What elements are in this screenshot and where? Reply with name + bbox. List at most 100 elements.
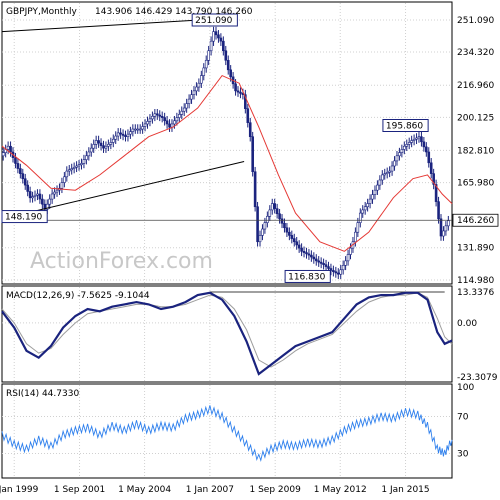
candle-body bbox=[442, 230, 445, 237]
x-tick-label: 1 Jan 1999 bbox=[0, 485, 39, 495]
x-tick-label: 1 Jan 2007 bbox=[186, 485, 234, 495]
candle-body bbox=[371, 194, 374, 200]
candle-body bbox=[19, 168, 22, 174]
candle-body bbox=[405, 144, 409, 147]
macd-tick-label: 0.00 bbox=[457, 319, 477, 329]
candle-body bbox=[28, 191, 32, 199]
price-tick-label: 131.890 bbox=[457, 244, 494, 254]
candle-body bbox=[111, 138, 115, 143]
annotation-box bbox=[382, 119, 429, 133]
candle-body bbox=[280, 218, 284, 224]
candle-body bbox=[322, 263, 325, 265]
candle-body bbox=[80, 163, 83, 166]
annotation-label: 251.090 bbox=[195, 16, 232, 26]
candle-body bbox=[165, 120, 169, 125]
candle-body bbox=[200, 75, 203, 84]
candle-body bbox=[187, 98, 191, 104]
candle-body bbox=[141, 126, 144, 130]
macd-line bbox=[1, 291, 453, 376]
candle-body bbox=[97, 140, 100, 144]
candle-body bbox=[258, 235, 262, 243]
candle-body bbox=[75, 165, 78, 168]
x-tick-label: 1 Sep 2009 bbox=[250, 485, 302, 495]
candle-body bbox=[403, 145, 406, 150]
candle-body bbox=[143, 123, 147, 127]
candle-body bbox=[268, 209, 272, 217]
annotation-label: 148.190 bbox=[5, 213, 42, 223]
candle-body bbox=[114, 135, 118, 140]
candle-body bbox=[102, 145, 105, 149]
candle-body bbox=[55, 189, 59, 193]
candle-body bbox=[224, 50, 228, 61]
candle-body bbox=[329, 268, 333, 271]
candle-body bbox=[407, 142, 411, 145]
candle-body bbox=[261, 228, 264, 236]
candle-body bbox=[327, 266, 330, 269]
candle-body bbox=[393, 160, 396, 167]
candle-body bbox=[244, 94, 247, 109]
candle-body bbox=[358, 212, 362, 223]
candle-body bbox=[175, 117, 179, 122]
candle-body bbox=[217, 34, 220, 39]
candle-body bbox=[180, 110, 184, 115]
candle-body bbox=[16, 163, 20, 169]
candle-body bbox=[354, 231, 357, 243]
x-axis: 1 Jan 1999 1 Sep 2001 1 May 2004 1 Jan 2007… bbox=[0, 485, 430, 495]
candle-body bbox=[334, 271, 338, 274]
candle-body bbox=[412, 138, 416, 141]
candle-body bbox=[234, 83, 237, 92]
candle-body bbox=[195, 86, 198, 92]
candle-body bbox=[239, 91, 242, 94]
candle-body bbox=[50, 193, 54, 200]
candle-body bbox=[38, 193, 42, 200]
candle-body bbox=[87, 151, 91, 157]
candle-body bbox=[9, 145, 12, 153]
candle-body bbox=[439, 218, 443, 237]
candle-body bbox=[388, 170, 391, 173]
candle-body bbox=[292, 238, 296, 243]
last-price-label: 146.260 bbox=[457, 216, 494, 226]
candle-body bbox=[31, 196, 34, 199]
candle-body bbox=[229, 69, 232, 78]
candle-body bbox=[310, 254, 313, 258]
candle-body bbox=[366, 203, 369, 208]
candle-body bbox=[53, 191, 56, 195]
candle-body bbox=[36, 193, 39, 196]
candle-body bbox=[43, 203, 47, 210]
candle-body bbox=[324, 264, 328, 267]
candle-body bbox=[256, 206, 259, 243]
annotation-box bbox=[1, 210, 48, 224]
rsi-line bbox=[1, 405, 453, 462]
candle-body bbox=[395, 155, 399, 162]
candle-body bbox=[314, 258, 318, 262]
candle-body bbox=[148, 118, 152, 122]
annotation-box bbox=[191, 13, 238, 27]
x-tick-label: 1 Sep 2001 bbox=[54, 485, 105, 495]
candle-body bbox=[290, 235, 294, 239]
candle-body bbox=[332, 270, 335, 272]
candle-body bbox=[26, 184, 29, 192]
candle-body bbox=[77, 164, 81, 167]
trend-line bbox=[1, 161, 245, 220]
trend-line bbox=[1, 17, 230, 33]
candle-body bbox=[400, 149, 404, 153]
candle-body bbox=[297, 244, 301, 249]
candle-body bbox=[107, 144, 110, 147]
candle-body bbox=[65, 170, 69, 178]
candle-body bbox=[427, 151, 431, 164]
candle-body bbox=[288, 231, 291, 236]
candle-body bbox=[23, 178, 27, 186]
candle-body bbox=[346, 254, 350, 262]
candle-body bbox=[222, 40, 225, 52]
candle-body bbox=[410, 140, 413, 143]
candle-body bbox=[70, 168, 74, 171]
candle-body bbox=[422, 141, 426, 148]
candle-body bbox=[82, 159, 86, 164]
rsi-header: RSI(14) 44.7330 bbox=[6, 389, 79, 399]
candle-body bbox=[373, 189, 377, 195]
rsi-tick-label: 70 bbox=[457, 413, 469, 423]
candle-body bbox=[1, 152, 5, 157]
x-tick-label: 1 Jan 2015 bbox=[381, 485, 429, 495]
candle-body bbox=[278, 213, 281, 220]
candle-body bbox=[72, 166, 76, 169]
